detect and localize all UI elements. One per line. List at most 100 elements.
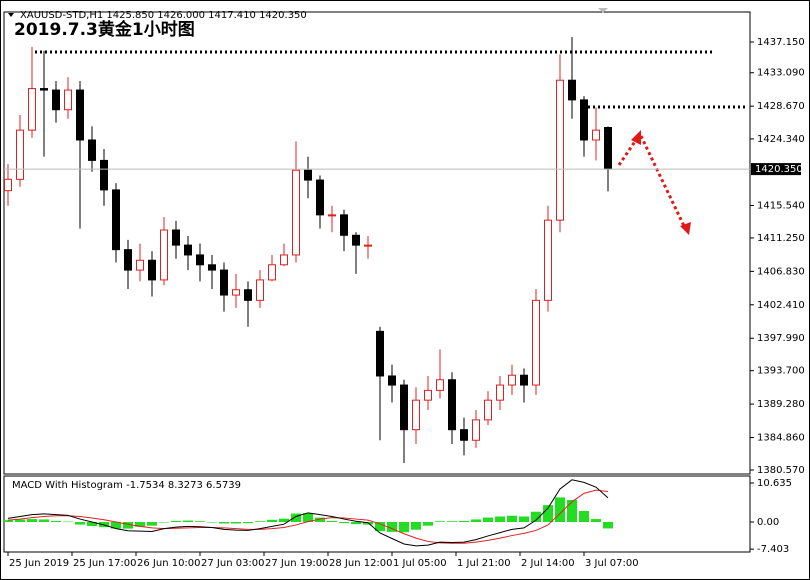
candle-body <box>172 229 180 246</box>
candle-body <box>196 254 204 266</box>
candle-body <box>544 219 552 301</box>
candle-body <box>448 379 456 431</box>
candle-body <box>88 139 96 161</box>
main-panel <box>3 11 751 475</box>
histogram-bar <box>147 521 157 526</box>
x-tick-label: 27 Jun 03:00 <box>201 558 265 569</box>
histogram-bar <box>3 520 13 522</box>
menu-arrow <box>8 13 14 17</box>
candle-body <box>376 330 384 377</box>
histogram-bar <box>75 521 85 525</box>
y-tick-label: 1437.150 <box>757 37 805 48</box>
candle-body <box>100 159 108 191</box>
current-price-box <box>751 163 801 176</box>
arrow-up <box>617 139 638 166</box>
candle-body <box>244 289 252 301</box>
histogram-bar <box>111 521 121 529</box>
histogram-bar <box>63 521 73 523</box>
candle-body <box>592 129 600 141</box>
candle-body <box>328 214 336 217</box>
candle-body <box>556 79 564 221</box>
histogram-bar <box>15 519 25 522</box>
candle-body <box>76 89 84 141</box>
candle-body <box>496 384 504 401</box>
histogram-bar <box>315 517 325 522</box>
histogram-bar <box>375 521 385 532</box>
candle-body <box>64 89 72 111</box>
current-price-label: 1420.350 <box>755 164 803 175</box>
chart-title: 2019.7.3黄金1小时图 <box>14 19 195 40</box>
y-tick-label: 1402.410 <box>757 300 805 311</box>
y-tick-label: 1393.700 <box>757 366 805 377</box>
candle-body <box>436 379 444 391</box>
candle-body <box>304 169 312 181</box>
x-tick-label: 25 Jun 17:00 <box>73 558 137 569</box>
histogram-bar <box>219 521 229 524</box>
x-tick-label: 1 Jul 05:00 <box>393 558 447 569</box>
histogram-bar <box>123 521 133 529</box>
candle-body <box>256 279 264 301</box>
histogram-bar <box>279 518 289 522</box>
symbol-header: XAUUSD-STD,H1 1425.850 1426.000 1417.410… <box>20 10 307 21</box>
histogram-bar <box>51 520 61 522</box>
histogram-bar <box>231 521 241 524</box>
x-tick-label: 2 Jul 14:00 <box>521 558 575 569</box>
y-tick-label: 1389.280 <box>757 399 805 410</box>
candle-body <box>604 127 612 170</box>
candle-body <box>568 79 576 101</box>
candle-body <box>268 264 276 281</box>
macd-title: MACD With Histogram -1.7534 8.3273 6.573… <box>12 480 241 491</box>
candle-body <box>484 399 492 421</box>
histogram-bar <box>459 520 469 522</box>
histogram-bar <box>27 519 37 522</box>
histogram-bar <box>255 521 265 522</box>
candle-body <box>4 178 12 192</box>
candle-body <box>292 169 300 256</box>
candle-body <box>400 384 408 431</box>
candle-body <box>184 244 192 256</box>
y-tick-label: 1397.990 <box>757 333 805 344</box>
macd-line <box>7 489 609 544</box>
candle-body <box>364 244 372 247</box>
candle-body <box>520 374 528 386</box>
candle-body <box>208 264 216 271</box>
candle-body <box>580 99 588 141</box>
arrow-head <box>631 130 641 145</box>
candle-body <box>28 88 36 131</box>
y-tick-label: 1384.860 <box>757 433 805 444</box>
histogram-bar <box>387 521 397 532</box>
histogram-bar <box>207 521 217 523</box>
histogram-bar <box>159 521 169 523</box>
candle-body <box>352 234 360 246</box>
histogram-bar <box>423 521 433 526</box>
candle-body <box>388 375 396 386</box>
candle-body <box>124 249 132 271</box>
candle-body <box>424 389 432 401</box>
histogram-bar <box>519 516 529 522</box>
histogram-bar <box>243 521 253 524</box>
candle-body <box>316 179 324 216</box>
histogram-bar <box>303 513 313 522</box>
histogram-bar <box>267 519 277 522</box>
candle-body <box>532 299 540 386</box>
y-tick-label: 10.635 <box>757 478 792 489</box>
arrow-down <box>639 135 686 227</box>
y-tick-label: 1415.540 <box>757 200 805 211</box>
histogram-bar <box>39 519 49 522</box>
histogram-bar <box>543 505 553 522</box>
macd-line <box>7 479 609 547</box>
histogram-bar <box>291 513 301 522</box>
y-tick-label: 1433.090 <box>757 68 805 79</box>
scroll-marker <box>598 8 608 13</box>
candle-body <box>220 269 228 296</box>
candle-body <box>472 419 480 441</box>
histogram-bar <box>435 521 445 522</box>
x-tick-label: 27 Jun 19:00 <box>265 558 329 569</box>
histogram-bar <box>471 519 481 522</box>
histogram-bar <box>327 520 337 522</box>
histogram-bar <box>603 521 613 529</box>
arrow-head <box>680 222 691 235</box>
histogram-bar <box>531 511 541 522</box>
x-tick-label: 25 Jun 2019 <box>9 558 69 569</box>
